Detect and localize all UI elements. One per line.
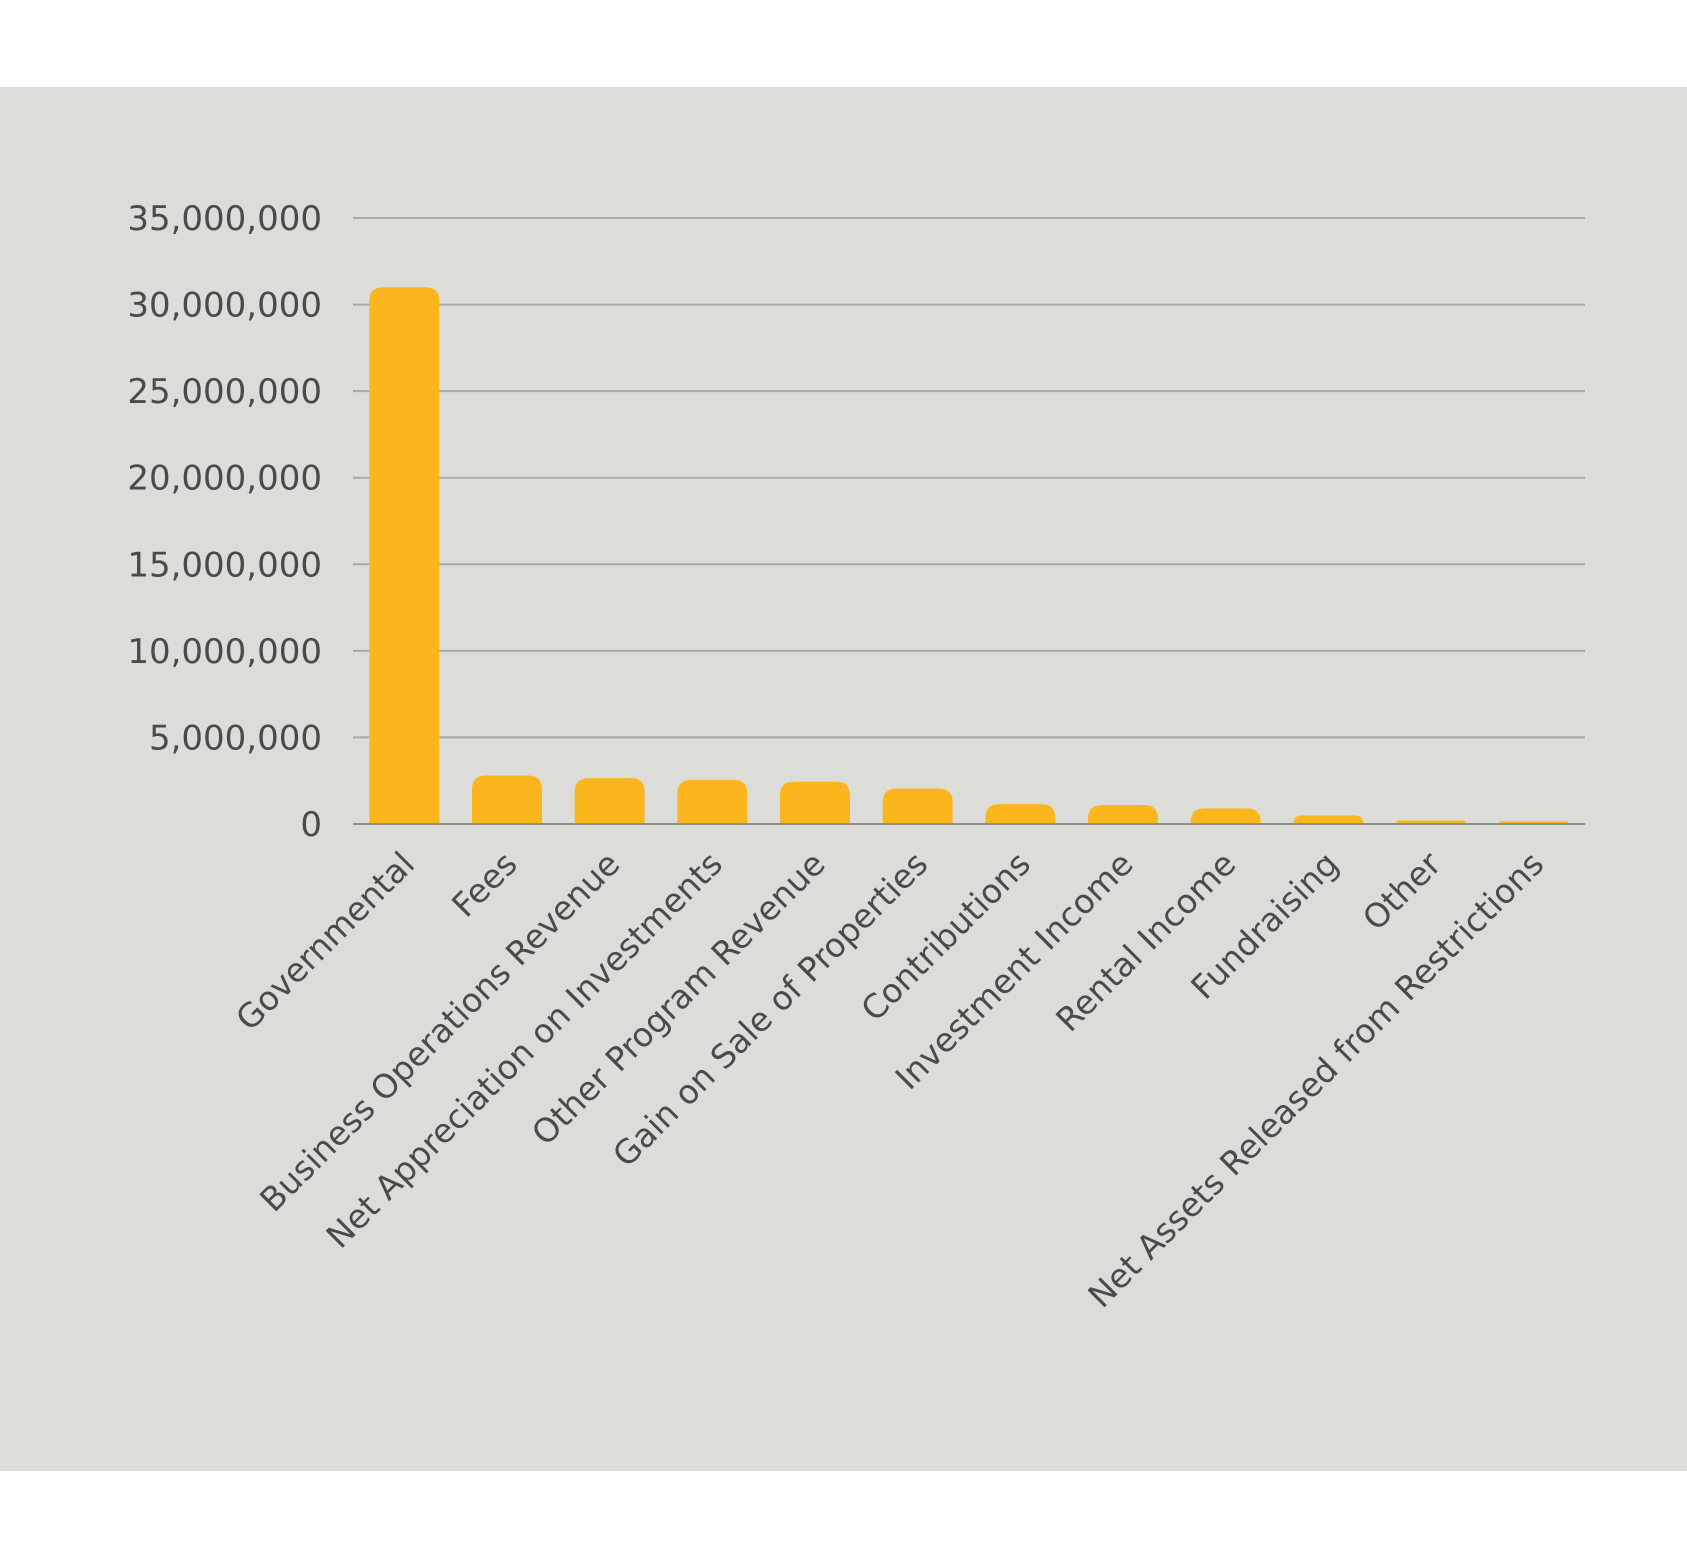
bar bbox=[1293, 815, 1364, 824]
chart-background bbox=[0, 87, 1687, 1471]
y-tick-label: 30,000,000 bbox=[127, 286, 322, 326]
x-category-label: Other bbox=[1355, 844, 1449, 938]
bars bbox=[369, 287, 1569, 824]
y-tick-label: 35,000,000 bbox=[127, 199, 322, 239]
bar bbox=[882, 788, 953, 824]
y-tick-label: 0 bbox=[300, 805, 322, 845]
x-category-label: Business Operations Revenue bbox=[252, 844, 627, 1219]
y-tick-label: 5,000,000 bbox=[149, 718, 322, 758]
bar bbox=[1190, 808, 1261, 824]
y-tick-label: 20,000,000 bbox=[127, 459, 322, 499]
bar bbox=[472, 775, 542, 824]
x-category-label: Rental Income bbox=[1048, 844, 1243, 1039]
bar bbox=[1088, 804, 1158, 824]
bar bbox=[677, 779, 748, 824]
y-axis-tick-labels: 0 5,000,000 10,000,000 15,000,000 20,000,000… bbox=[127, 199, 322, 845]
y-tick-label: 25,000,000 bbox=[127, 372, 322, 412]
x-category-label: Fees bbox=[444, 844, 525, 925]
y-tick-label: 10,000,000 bbox=[127, 632, 322, 672]
y-tick-label: 15,000,000 bbox=[127, 545, 322, 585]
x-category-label: Governmental bbox=[228, 844, 422, 1038]
bar bbox=[369, 287, 440, 824]
gridlines bbox=[353, 217, 1585, 739]
bar bbox=[985, 804, 1056, 824]
bar bbox=[780, 781, 850, 824]
bar bbox=[574, 778, 645, 824]
